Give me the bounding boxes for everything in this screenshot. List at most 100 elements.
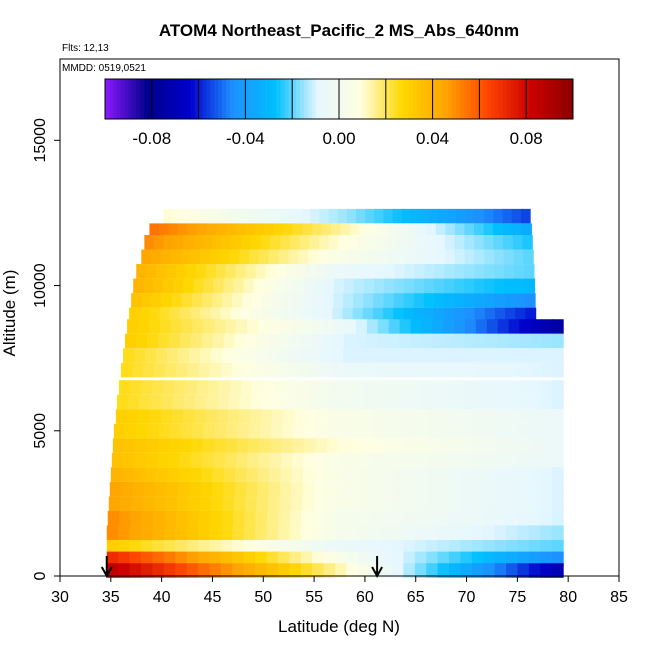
heatmap-cell: [123, 348, 135, 363]
heatmap-cell: [502, 208, 513, 224]
heatmap-cell: [164, 510, 177, 526]
heatmap-cell: [398, 348, 410, 363]
heatmap-cell: [358, 510, 371, 526]
heatmap-cell: [293, 278, 305, 294]
heatmap-cell: [449, 481, 462, 497]
heatmap-cell: [129, 525, 142, 540]
heatmap-cell: [301, 496, 314, 511]
heatmap-cell: [156, 452, 169, 468]
heatmap-cell: [517, 510, 530, 526]
colorbar-swatch: [358, 79, 363, 119]
y-tick-label: 5000: [32, 413, 49, 449]
heatmap-cell: [181, 293, 193, 308]
colorbar-swatch: [502, 79, 508, 119]
heatmap-cell: [403, 563, 416, 578]
heatmap-cell: [444, 249, 456, 265]
heatmap-cell: [355, 333, 367, 349]
heatmap-cell: [484, 307, 496, 323]
heatmap-cell: [414, 525, 427, 540]
heatmap-cell: [387, 348, 399, 363]
heatmap-cell: [334, 551, 347, 567]
colorbar-frame: [104, 78, 574, 120]
heatmap-cell: [283, 278, 295, 294]
heatmap-cell: [444, 307, 455, 323]
heatmap-cell: [243, 563, 256, 578]
heatmap-cell: [263, 380, 275, 395]
heatmap-cell: [160, 409, 173, 424]
heatmap-cell: [497, 333, 509, 349]
heatmap-cell: [131, 293, 142, 308]
heatmap-cell: [474, 362, 487, 378]
heatmap-cell: [288, 348, 300, 363]
heatmap-cell: [149, 223, 160, 238]
heatmap-cell: [152, 380, 164, 395]
heatmap-cell: [354, 348, 366, 363]
heatmap-cell: [438, 208, 449, 224]
heatmap-cell: [325, 264, 336, 279]
heatmap-cell: [318, 235, 330, 250]
heatmap-cell: [191, 208, 201, 224]
heatmap-cell: [442, 333, 455, 349]
heatmap-cell: [407, 223, 418, 238]
colorbar-swatch: [108, 79, 114, 119]
heatmap-cell: [225, 264, 237, 279]
heatmap-cell: [209, 362, 222, 378]
heatmap-cell: [408, 362, 421, 378]
heatmap-cell: [186, 551, 199, 567]
heatmap-cell: [460, 551, 473, 567]
heatmap-cell: [337, 438, 350, 453]
heatmap-cell: [217, 394, 230, 410]
heatmap-cell: [452, 362, 465, 378]
heatmap-cell: [393, 452, 406, 468]
heatmap-cell: [517, 563, 530, 578]
heatmap-cell: [186, 525, 199, 540]
heatmap-cell: [356, 208, 366, 224]
heatmap-cell: [529, 394, 542, 410]
heatmap-cell: [474, 278, 485, 294]
heatmap-cell: [484, 409, 497, 424]
heatmap-cell: [496, 380, 509, 395]
heatmap-cell: [444, 293, 455, 308]
heatmap-cell: [395, 249, 407, 265]
heatmap-cell: [255, 539, 268, 555]
heatmap-cell: [133, 278, 144, 294]
heatmap-cell: [232, 293, 243, 308]
colorbar-swatch: [401, 79, 406, 119]
heatmap-cell: [234, 481, 247, 497]
heatmap-cell: [366, 319, 379, 334]
heatmap-cell: [272, 409, 285, 424]
colorbar-swatch: [569, 79, 574, 119]
heatmap-cell: [464, 235, 475, 250]
heatmap-cell: [472, 467, 485, 482]
heatmap-cell: [198, 563, 211, 578]
heatmap-cell: [486, 319, 499, 334]
heatmap-cell: [434, 293, 445, 308]
heatmap-cell: [365, 333, 378, 349]
heatmap-cell: [278, 510, 291, 526]
heatmap-cell: [207, 380, 220, 395]
heatmap-cell: [426, 563, 439, 578]
heatmap-cell: [209, 525, 222, 540]
heatmap-cell: [300, 333, 312, 349]
heatmap-cell: [530, 319, 542, 334]
colorbar-swatch: [210, 79, 215, 119]
heatmap-cell: [130, 380, 142, 395]
heatmap-cell: [393, 481, 406, 497]
heatmap-cell: [363, 278, 375, 294]
heatmap-cell: [297, 362, 310, 378]
heatmap-cell: [151, 293, 163, 308]
heatmap-cell: [167, 348, 179, 363]
colorbar-swatch: [198, 79, 203, 119]
heatmap-cell: [343, 348, 355, 363]
heatmap-cell: [442, 348, 454, 363]
heatmap-cell: [236, 319, 248, 334]
heatmap-cell: [359, 481, 372, 497]
heatmap-cell: [171, 293, 183, 308]
heatmap-cell: [374, 264, 386, 279]
colorbar-swatch: [467, 79, 473, 119]
heatmap-cell: [474, 264, 485, 279]
heatmap-cell: [552, 333, 564, 349]
heatmap-cell: [166, 264, 177, 279]
heatmap-cell: [152, 539, 165, 555]
colorbar-swatch: [175, 79, 180, 119]
